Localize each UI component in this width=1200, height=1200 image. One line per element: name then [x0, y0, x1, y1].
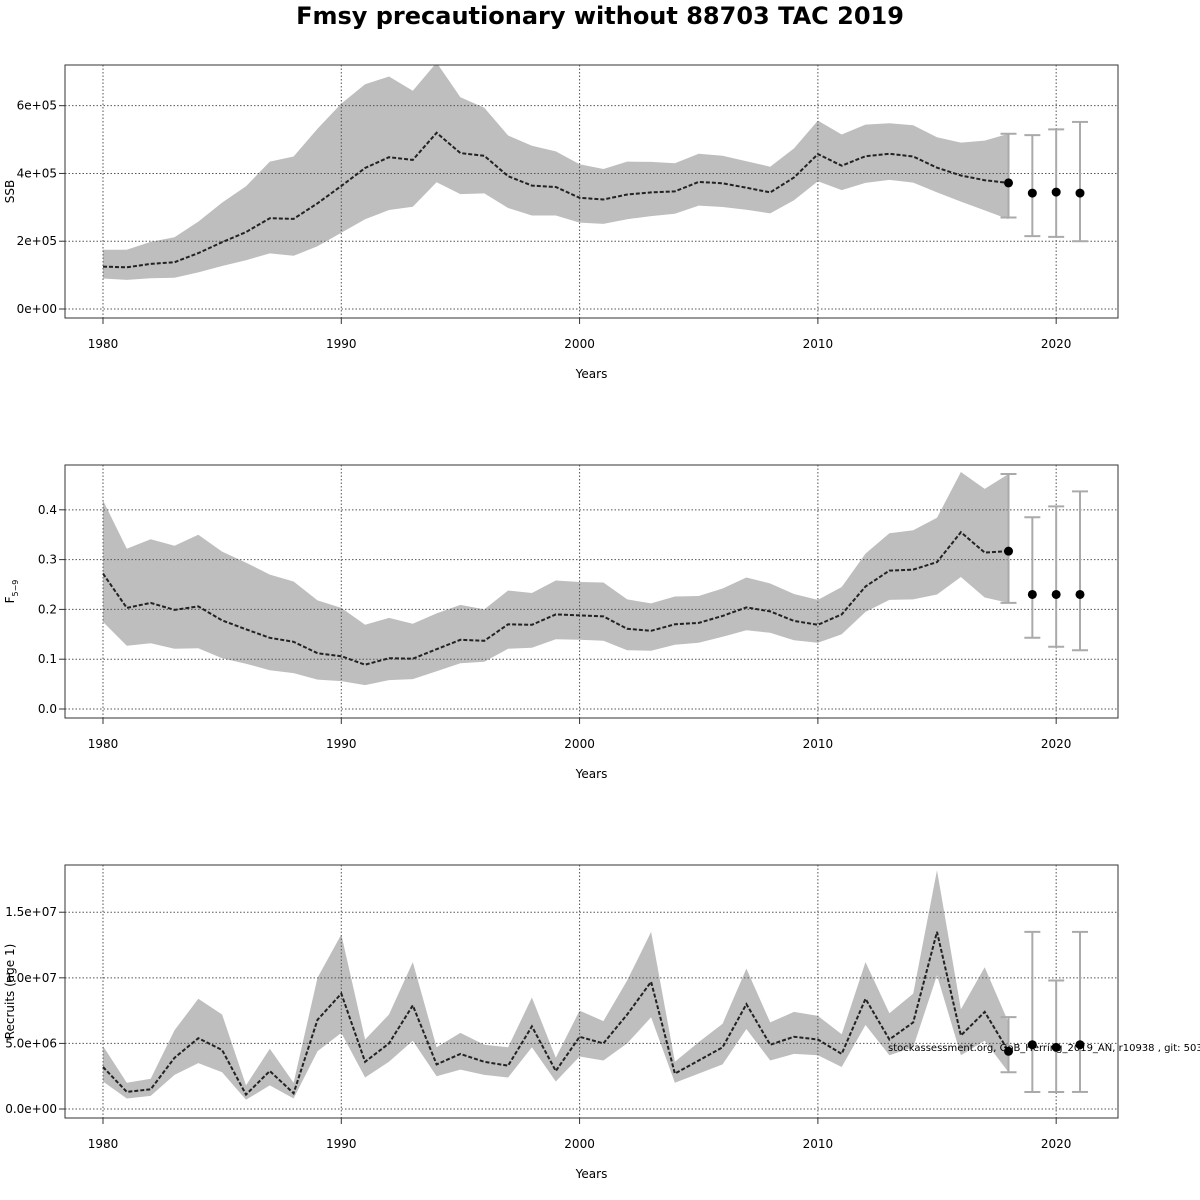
confidence-band	[103, 472, 1009, 686]
y-tick-label: 0.2	[38, 602, 57, 616]
y-tick-label: 4e+05	[17, 166, 57, 180]
y-tick-label: 1.0e+07	[5, 971, 57, 985]
x-tick-label: 2020	[1041, 337, 1072, 351]
panel-frame	[64, 464, 1119, 719]
forecast-point	[1027, 589, 1037, 599]
x-tick-label: 2000	[564, 737, 595, 751]
y-axis-label: F5−9	[3, 580, 20, 604]
forecast-point	[1004, 178, 1014, 188]
y-tick-label: 1.5e+07	[5, 905, 57, 919]
y-tick-label: 0.1	[38, 652, 57, 666]
y-axis-label: Recruits (age 1)	[3, 944, 17, 1040]
forecast-point	[1075, 589, 1085, 599]
forecast-point	[1051, 187, 1061, 197]
y-tick-label: 6e+05	[17, 99, 57, 113]
forecast-point	[1051, 589, 1061, 599]
x-tick-label: 2010	[803, 337, 834, 351]
x-tick-label: 2000	[564, 1137, 595, 1151]
forecast-errorbar	[1024, 930, 1041, 1093]
forecast-errorbar	[1048, 128, 1065, 238]
forecast-errorbar	[1072, 120, 1088, 243]
x-tick-label: 2000	[564, 337, 595, 351]
confidence-band	[103, 870, 1009, 1100]
plot-area	[65, 865, 1118, 1118]
forecast-errorbar	[1024, 134, 1041, 238]
panels: 1980 1990 2000 2010 2020 0e+00 2e+05 4e+05 6e+05…	[3, 64, 1200, 1181]
y-tick-label: 0.0e+00	[5, 1102, 57, 1116]
panel-2: 1980 1990 2000 2010 2020 0.0 0.1 0.2 0.3 0.4 Years…	[3, 464, 1119, 781]
x-tick-label: 1980	[88, 737, 119, 751]
forecast-point	[1004, 546, 1014, 556]
forecast-errorbar	[1048, 979, 1065, 1093]
x-tick-label: 2020	[1041, 737, 1072, 751]
x-tick-label: 1980	[88, 337, 119, 351]
x-axis-label: Years	[575, 1167, 608, 1181]
y-axis-label-main: F	[3, 596, 17, 603]
x-tick-label: 1990	[326, 1137, 357, 1151]
estimate-line	[102, 530, 1009, 666]
forecast-errorbar	[1024, 516, 1041, 639]
panel-1: 1980 1990 2000 2010 2020 0e+00 2e+05 4e+05 6e+05…	[3, 64, 1119, 381]
forecast-errorbar	[1000, 472, 1017, 604]
y-tick-label: 0e+00	[17, 302, 57, 316]
forecast-errorbar	[1000, 1016, 1017, 1074]
forecast-errorbar	[1048, 505, 1065, 648]
forecast-point	[1075, 1040, 1085, 1050]
forecast-point	[1027, 188, 1037, 198]
x-tick-label: 2010	[803, 737, 834, 751]
panel-frame	[64, 864, 1119, 1119]
forecast-errorbar	[1000, 132, 1017, 219]
confidence-band	[103, 65, 1009, 280]
panel-3: 1980 1990 2000 2010 2020 0.0e+00 5.0e+06 1.0e+0…	[3, 864, 1119, 1181]
forecast-point	[1051, 1042, 1061, 1052]
y-tick-label: 2e+05	[17, 234, 57, 248]
footnote: stockassessment.org, GoB_Herring_2019_AN…	[888, 1043, 1200, 1054]
y-tick-label: 0.3	[38, 553, 57, 567]
y-axis-label: SSB	[3, 180, 17, 203]
forecast-point	[1004, 1046, 1014, 1056]
panel-frame	[64, 64, 1119, 319]
y-tick-label: 0.0	[38, 702, 57, 716]
forecast-point	[1075, 188, 1085, 198]
x-tick-label: 1980	[88, 1137, 119, 1151]
estimate-line	[102, 931, 1010, 1097]
x-tick-label: 2010	[803, 1137, 834, 1151]
forecast-errorbar	[1072, 490, 1088, 652]
x-tick-label: 1990	[326, 737, 357, 751]
x-axis-label: Years	[575, 767, 608, 781]
y-axis-label-subscript: 5−9	[11, 580, 20, 597]
x-tick-label: 1990	[326, 337, 357, 351]
forecast-point	[1027, 1040, 1037, 1050]
estimate-line	[102, 131, 1009, 269]
y-tick-label: 0.4	[38, 503, 57, 517]
chart-title: Fmsy precautionary without 88703 TAC 201…	[296, 2, 904, 30]
forecast-errorbar	[1072, 930, 1088, 1093]
plot-area	[65, 65, 1118, 318]
plot-area	[65, 465, 1118, 718]
y-tick-label: 5.0e+06	[5, 1036, 57, 1050]
x-tick-label: 2020	[1041, 1137, 1072, 1151]
x-axis-label: Years	[575, 367, 608, 381]
